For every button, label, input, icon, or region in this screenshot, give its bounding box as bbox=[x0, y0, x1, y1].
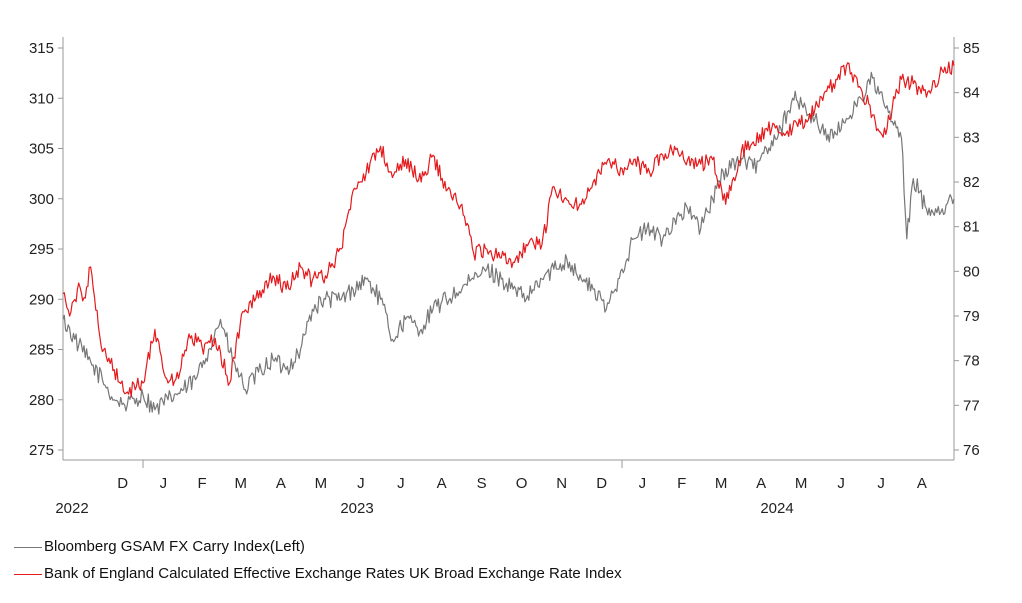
right-tick-label: 81 bbox=[963, 219, 980, 236]
right-tick-label: 76 bbox=[963, 442, 980, 459]
right-tick-label: 78 bbox=[963, 353, 980, 370]
left-tick-label: 275 bbox=[29, 442, 54, 459]
series-line-boe-index bbox=[62, 60, 955, 398]
month-label: J bbox=[837, 475, 845, 492]
right-tick-label: 80 bbox=[963, 263, 980, 280]
month-label: M bbox=[315, 475, 328, 492]
legend-label: Bank of England Calculated Effective Exc… bbox=[44, 565, 622, 582]
month-label: A bbox=[756, 475, 766, 492]
right-tick-label: 83 bbox=[963, 129, 980, 146]
month-label: J bbox=[160, 475, 168, 492]
x-axis: D J F M A M J J A S O N D J F M A M J J A 2022 2023 2024 bbox=[55, 460, 927, 517]
legend-item-carry-index: Bloomberg GSAM FX Carry Index(Left) bbox=[14, 538, 305, 555]
right-y-axis: 76 77 78 79 80 81 82 83 84 85 bbox=[954, 40, 980, 459]
left-tick-label: 285 bbox=[29, 342, 54, 359]
left-tick-label: 305 bbox=[29, 141, 54, 158]
chart: 275 280 285 290 295 300 305 310 315 76 77 78 79 80 81… bbox=[29, 37, 980, 517]
legend-item-boe-index: Bank of England Calculated Effective Exc… bbox=[14, 565, 622, 582]
right-tick-label: 79 bbox=[963, 308, 980, 325]
left-tick-label: 300 bbox=[29, 191, 54, 208]
left-tick-label: 280 bbox=[29, 392, 54, 409]
year-label: 2022 bbox=[55, 500, 88, 517]
month-label: M bbox=[795, 475, 808, 492]
month-label: N bbox=[556, 475, 567, 492]
right-tick-label: 85 bbox=[963, 40, 980, 57]
left-y-axis: 275 280 285 290 295 300 305 310 315 bbox=[29, 40, 63, 459]
month-label: O bbox=[516, 475, 528, 492]
month-label: M bbox=[715, 475, 728, 492]
legend-swatch-red bbox=[14, 573, 42, 575]
month-label: F bbox=[198, 475, 207, 492]
month-label: S bbox=[477, 475, 487, 492]
month-label: D bbox=[117, 475, 128, 492]
month-label: A bbox=[276, 475, 286, 492]
month-label: J bbox=[877, 475, 885, 492]
left-tick-label: 295 bbox=[29, 241, 54, 258]
right-tick-label: 84 bbox=[963, 85, 980, 102]
plot-area bbox=[62, 60, 955, 415]
left-tick-label: 310 bbox=[29, 90, 54, 107]
month-label: J bbox=[639, 475, 647, 492]
month-label: J bbox=[357, 475, 365, 492]
left-tick-label: 315 bbox=[29, 40, 54, 57]
legend-swatch-grey bbox=[14, 546, 42, 548]
right-tick-label: 82 bbox=[963, 174, 980, 191]
right-tick-label: 77 bbox=[963, 397, 980, 414]
left-tick-label: 290 bbox=[29, 291, 54, 308]
year-label: 2024 bbox=[760, 500, 793, 517]
year-label: 2023 bbox=[340, 500, 373, 517]
legend-label: Bloomberg GSAM FX Carry Index(Left) bbox=[44, 538, 305, 555]
month-label: D bbox=[596, 475, 607, 492]
month-label: J bbox=[397, 475, 405, 492]
month-label: M bbox=[235, 475, 248, 492]
month-label: A bbox=[917, 475, 927, 492]
series-line-carry-index bbox=[62, 71, 955, 415]
month-label: A bbox=[437, 475, 447, 492]
month-label: F bbox=[677, 475, 686, 492]
